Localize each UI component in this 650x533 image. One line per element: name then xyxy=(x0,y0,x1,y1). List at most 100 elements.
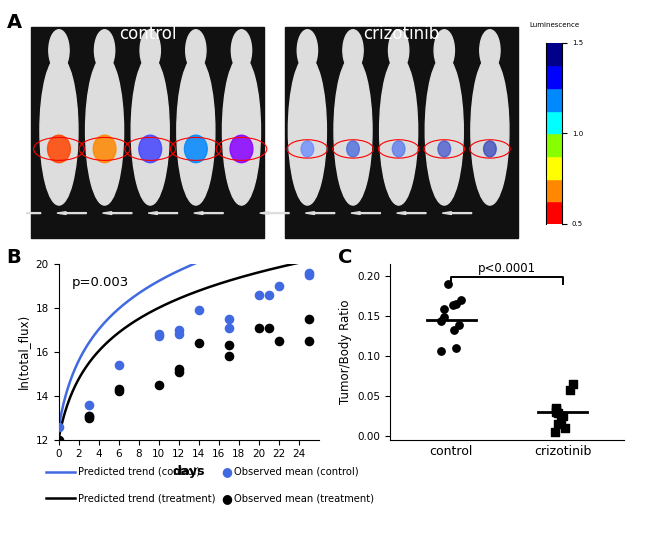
Point xyxy=(83,400,94,409)
Ellipse shape xyxy=(47,135,70,163)
FancyArrow shape xyxy=(57,212,86,214)
Text: ●: ● xyxy=(221,465,232,478)
Point xyxy=(436,346,446,355)
Text: ●: ● xyxy=(221,492,232,505)
Point xyxy=(304,271,314,279)
FancyBboxPatch shape xyxy=(285,27,518,238)
FancyArrow shape xyxy=(103,212,132,214)
FancyArrow shape xyxy=(396,212,426,214)
Point xyxy=(304,268,314,277)
Point xyxy=(83,414,94,422)
Point xyxy=(224,352,234,360)
Ellipse shape xyxy=(140,30,161,71)
Ellipse shape xyxy=(484,141,496,157)
Bar xyxy=(546,43,562,66)
Point xyxy=(448,326,459,335)
Ellipse shape xyxy=(222,56,261,205)
Point xyxy=(273,336,283,345)
Point xyxy=(568,379,578,388)
Point xyxy=(254,290,264,299)
X-axis label: days: days xyxy=(172,465,205,478)
Text: C: C xyxy=(338,248,352,267)
Point xyxy=(553,419,564,428)
Point xyxy=(53,422,64,431)
Y-axis label: ln(total_flux): ln(total_flux) xyxy=(17,314,30,390)
Point xyxy=(224,341,234,350)
Ellipse shape xyxy=(389,30,409,71)
Point xyxy=(113,385,124,393)
Point xyxy=(153,381,164,389)
FancyArrow shape xyxy=(351,212,380,214)
Text: p=0.003: p=0.003 xyxy=(72,276,129,289)
Ellipse shape xyxy=(343,30,363,71)
Point xyxy=(174,365,184,374)
Ellipse shape xyxy=(186,30,206,71)
Ellipse shape xyxy=(471,56,509,205)
Point xyxy=(565,386,575,394)
Point xyxy=(450,343,461,352)
Ellipse shape xyxy=(86,56,124,205)
Bar xyxy=(546,111,562,133)
Ellipse shape xyxy=(185,135,207,163)
Point xyxy=(556,416,566,424)
Point xyxy=(438,313,448,321)
Ellipse shape xyxy=(334,56,372,205)
Text: Predicted trend (control): Predicted trend (control) xyxy=(78,467,200,477)
Point xyxy=(448,301,459,310)
Ellipse shape xyxy=(297,30,318,71)
Point xyxy=(263,324,274,332)
Text: control: control xyxy=(119,26,176,43)
Point xyxy=(193,339,203,348)
Point xyxy=(438,305,448,313)
FancyArrow shape xyxy=(260,212,289,214)
Point xyxy=(549,427,560,436)
Point xyxy=(53,435,64,444)
Point xyxy=(551,407,561,416)
Ellipse shape xyxy=(131,56,169,205)
Bar xyxy=(546,179,562,201)
FancyArrow shape xyxy=(306,212,335,214)
Ellipse shape xyxy=(177,56,215,205)
Text: p<0.0001: p<0.0001 xyxy=(478,262,536,275)
Ellipse shape xyxy=(94,30,114,71)
Point xyxy=(174,326,184,334)
Text: A: A xyxy=(6,13,21,33)
Point xyxy=(451,300,462,308)
Ellipse shape xyxy=(393,141,405,157)
Bar xyxy=(546,133,562,156)
Point xyxy=(304,314,314,323)
Point xyxy=(436,316,447,325)
FancyArrow shape xyxy=(194,212,223,214)
Y-axis label: Tumor/Body Ratio: Tumor/Body Ratio xyxy=(339,300,352,404)
Ellipse shape xyxy=(425,56,463,205)
Point xyxy=(193,306,203,314)
Point xyxy=(551,405,561,414)
Text: crizotinib: crizotinib xyxy=(363,26,439,43)
Ellipse shape xyxy=(230,135,253,163)
Ellipse shape xyxy=(301,141,314,157)
Point xyxy=(551,403,562,412)
Text: B: B xyxy=(6,248,21,267)
Point xyxy=(263,290,274,299)
FancyArrow shape xyxy=(442,212,472,214)
Point xyxy=(224,314,234,323)
FancyBboxPatch shape xyxy=(31,27,265,238)
Point xyxy=(456,295,467,304)
Bar xyxy=(546,201,562,224)
FancyArrow shape xyxy=(11,212,41,214)
Point xyxy=(113,361,124,369)
Point xyxy=(558,411,569,420)
Ellipse shape xyxy=(231,30,252,71)
Ellipse shape xyxy=(49,30,69,71)
Bar xyxy=(546,156,562,179)
Bar xyxy=(546,88,562,111)
Point xyxy=(553,409,564,418)
Point xyxy=(224,324,234,332)
Point xyxy=(113,387,124,395)
Ellipse shape xyxy=(289,56,326,205)
Point xyxy=(443,279,454,288)
Text: Predicted trend (treatment): Predicted trend (treatment) xyxy=(78,494,216,503)
Ellipse shape xyxy=(139,135,162,163)
Text: Observed mean (treatment): Observed mean (treatment) xyxy=(234,494,374,503)
Point xyxy=(174,367,184,376)
